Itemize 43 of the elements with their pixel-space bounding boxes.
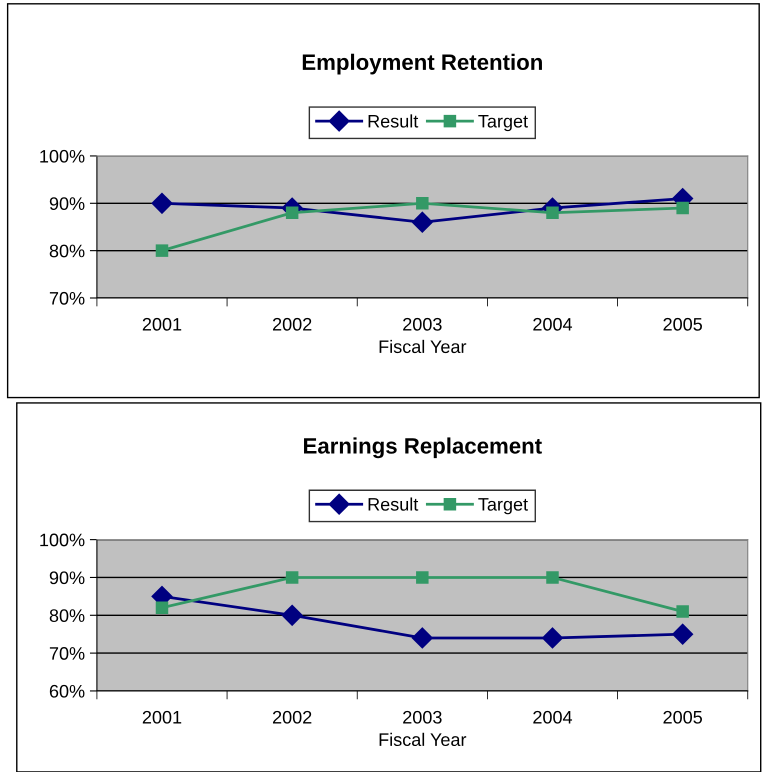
point: [416, 571, 429, 584]
point: [412, 212, 433, 233]
x-tick-label: 2004: [533, 710, 572, 724]
point: [416, 197, 429, 210]
point: [546, 206, 559, 220]
point: [156, 244, 168, 257]
point: [676, 605, 689, 618]
point: [412, 627, 433, 648]
x-axis-title: Fiscal Year: [380, 340, 466, 354]
x-tick-label: 2004: [533, 318, 572, 331]
legend-label: Result: [368, 114, 418, 128]
point: [672, 624, 694, 645]
point: [546, 571, 559, 584]
legend-label: Target: [478, 115, 528, 132]
point: [676, 202, 689, 214]
y-tick-label: 80%: [50, 609, 84, 622]
x-axis-title: Fiscal Year: [380, 732, 466, 746]
point: [151, 192, 172, 214]
y-tick-label: 70%: [50, 647, 84, 660]
x-tick-label: 2002: [272, 710, 312, 724]
point: [282, 604, 303, 626]
x-tick-label: 2001: [142, 710, 182, 724]
y-tick-label: 60%: [50, 684, 84, 698]
y-tick-label: 100%: [40, 534, 84, 546]
point: [156, 601, 168, 614]
chart-title: Employment Retention: [302, 54, 542, 74]
y-tick-label: 70%: [50, 292, 84, 305]
x-tick-label: 2002: [272, 318, 312, 331]
x-tick-label: 2003: [403, 710, 442, 724]
x-tick-label: 2001: [142, 318, 182, 331]
legend-label: Target: [478, 498, 528, 514]
y-tick-label: 90%: [50, 197, 84, 210]
point: [286, 206, 298, 220]
x-tick-label: 2005: [663, 710, 702, 724]
x-tick-label: 2005: [663, 318, 702, 331]
y-tick-label: 80%: [50, 244, 84, 258]
y-tick-label: 90%: [50, 571, 84, 584]
point: [542, 627, 564, 648]
x-tick-label: 2003: [403, 318, 442, 331]
chart-title: Earnings Replacement: [304, 437, 542, 458]
point: [286, 571, 298, 584]
y-tick-label: 100%: [40, 150, 84, 163]
legend-label: Result: [368, 497, 418, 511]
